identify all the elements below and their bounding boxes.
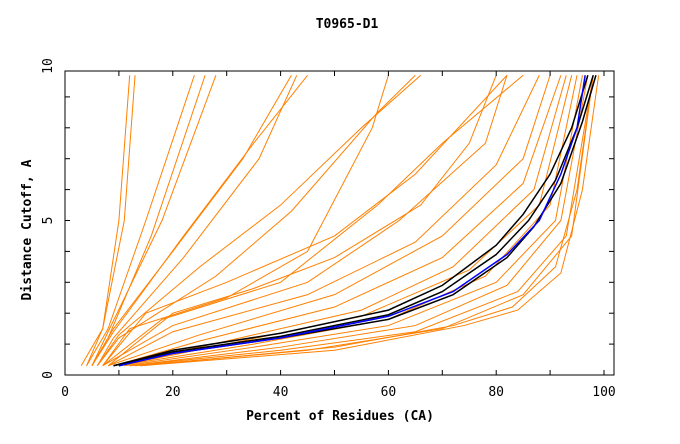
models-series-line-10	[102, 75, 389, 367]
models-series-line-1	[86, 75, 136, 366]
models-series-line-5	[91, 75, 292, 366]
y-axis-label: Distance Cutoff, A	[20, 159, 35, 300]
top-series-line-28	[113, 75, 594, 367]
x-tick-label: 60	[381, 385, 397, 400]
models-series-line-21	[129, 75, 594, 367]
series-lines	[80, 74, 600, 367]
best-series-line-30	[118, 75, 586, 367]
models-series-line-23	[140, 75, 594, 367]
x-tick-label: 80	[488, 385, 504, 400]
x-tick-label: 100	[592, 385, 615, 400]
plot-frame	[64, 70, 615, 376]
models-series-line-19	[124, 75, 583, 367]
models-series-line-17	[118, 75, 573, 367]
models-series-line-0	[80, 75, 131, 366]
models-series-line-14	[107, 75, 551, 367]
models-series-line-6	[91, 74, 308, 366]
y-tick-label: 5	[41, 217, 56, 225]
models-series-line-25	[107, 75, 497, 367]
models-series-line-24	[140, 75, 600, 367]
models-series-line-9	[96, 74, 416, 367]
x-axis-label: Percent of Residues (CA)	[246, 409, 434, 424]
models-series-line-20	[129, 75, 589, 367]
models-series-line-2	[86, 75, 195, 366]
models-series-line-15	[113, 75, 562, 367]
chart-title: T0965-D1	[316, 17, 379, 32]
models-series-line-4	[91, 75, 217, 366]
models-series-line-22	[135, 75, 594, 367]
y-tick-label: 0	[41, 371, 56, 379]
models-series-line-12	[102, 75, 508, 367]
models-series-line-13	[107, 75, 540, 367]
models-series-line-11	[102, 74, 524, 367]
models-series-line-26	[102, 74, 508, 367]
top-series-line-27	[113, 75, 589, 367]
x-tick-label: 20	[165, 385, 181, 400]
x-tick-label: 0	[61, 385, 69, 400]
x-tick-label: 40	[273, 385, 289, 400]
y-tick-label: 10	[41, 58, 56, 74]
models-series-line-7	[96, 75, 298, 366]
axis-ticks: 0 20 40 60 80 100 0 5 10	[41, 58, 616, 400]
models-series-line-16	[113, 75, 567, 367]
